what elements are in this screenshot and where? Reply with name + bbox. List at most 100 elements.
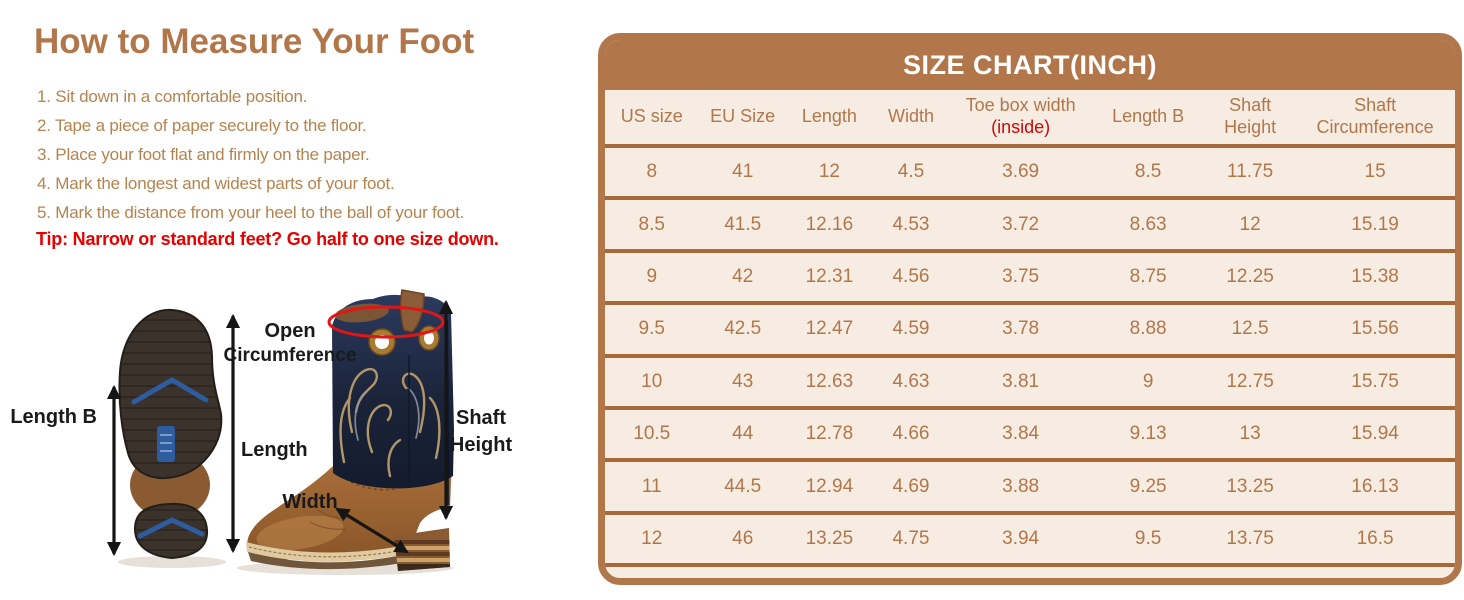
col-header-length-b: Length B	[1112, 106, 1185, 127]
size-cell: 3.69	[1002, 161, 1040, 183]
size-cell: 12	[818, 161, 840, 183]
boot-measurement-diagram: Length B Length Open Circumference Shaft…	[10, 289, 513, 575]
measure-step: 4. Mark the longest and widest parts of …	[37, 174, 395, 193]
size-cell: 8	[646, 161, 658, 183]
size-cell: 13.75	[1226, 527, 1274, 549]
size-cell: 12.63	[805, 370, 854, 392]
boot-eyelet-left	[368, 328, 396, 356]
shaft-circ-label-line2: Circumference	[1316, 117, 1434, 137]
size-cell: 11	[641, 475, 662, 497]
size-cell: 15.38	[1351, 265, 1399, 287]
size-cell: 4.5	[897, 161, 925, 183]
measure-instructions-panel: How to Measure Your Foot 1. Sit down in …	[0, 0, 598, 600]
size-cell: 9.13	[1129, 423, 1167, 445]
size-cell: 12.25	[1226, 265, 1274, 287]
measure-step: 5. Mark the distance from your heel to t…	[37, 203, 465, 222]
size-cell: 8.75	[1129, 265, 1167, 287]
size-cell: 3.78	[1002, 318, 1040, 340]
size-cell: 47	[699, 565, 787, 578]
size-row: 9 42 12.31 4.56 3.75 8.75 12.25 15.38	[605, 250, 1455, 303]
size-row: 8 41 12 4.5 3.69 8.5 11.75 15	[605, 146, 1455, 198]
welt-stitching	[248, 546, 419, 558]
size-cell: 4.69	[892, 475, 930, 497]
header-row: US size EU Size Length Width Toe box wid…	[605, 90, 1455, 146]
size-cell: 15.94	[1351, 423, 1399, 445]
col-header-eu-size: EU Size	[710, 106, 776, 127]
size-cell: 4.56	[892, 265, 930, 287]
size-cell: 12.16	[805, 213, 854, 235]
size-cell: 12.31	[805, 265, 854, 287]
size-chart-title: SIZE CHART(INCH)	[605, 40, 1455, 90]
vamp-stitching	[335, 471, 397, 491]
boot-sole-illustration	[118, 308, 226, 568]
size-cell: 4.53	[892, 213, 930, 235]
size-cell: 13.25	[1226, 475, 1274, 497]
sizing-tip-text: Tip: Narrow or standard feet? Go half to…	[36, 229, 499, 249]
size-cell: 4.63	[892, 370, 930, 392]
heel-blue-chevron	[137, 517, 205, 539]
shaft-height-label-line2: Height	[1224, 117, 1277, 137]
heel-leather-stack	[394, 540, 450, 571]
size-cell: 4.66	[892, 423, 930, 445]
size-cell: 13	[605, 565, 699, 578]
size-cell: 44	[732, 423, 754, 445]
size-cell: 4	[950, 565, 1091, 578]
size-cell: 10	[641, 370, 663, 392]
page-title: How to Measure Your Foot	[34, 22, 475, 61]
size-cell: 42	[732, 265, 754, 287]
toe-highlight	[256, 515, 344, 551]
boot-welt	[246, 542, 421, 562]
label-shaft-height-line1: Shaft	[456, 407, 506, 429]
size-cell: 8.5	[1134, 161, 1162, 183]
col-header-toe-box: Toe box width (inside)	[950, 90, 1091, 146]
col-header-length: Length	[801, 106, 857, 127]
sole-blue-logo-patch	[157, 426, 175, 462]
size-cell: 3.84	[1002, 423, 1040, 445]
size-cell: 12.78	[805, 423, 854, 445]
col-header-us-size: US size	[620, 106, 683, 127]
label-shaft-height-line2: Height	[450, 434, 513, 456]
size-cell: 15	[1364, 161, 1386, 183]
size-cell: 12.5	[1231, 318, 1269, 340]
size-cell: 14.25	[1205, 565, 1295, 578]
size-cell: 9	[646, 265, 658, 287]
size-cell: 3.72	[1002, 213, 1040, 235]
sole-heel	[133, 502, 209, 560]
size-cell: 10.5	[633, 423, 671, 445]
size-cell: 16.13	[1351, 475, 1399, 497]
label-width: Width	[282, 491, 337, 513]
col-header-shaft-height: Shaft Height	[1205, 90, 1295, 146]
size-cell: 15.75	[1351, 370, 1399, 392]
measure-step: 1. Sit down in a comfortable position.	[37, 87, 308, 106]
size-cell: 12.47	[805, 318, 854, 340]
col-header-shaft-circumference: Shaft Circumference	[1295, 90, 1455, 146]
measure-steps-list: 1. Sit down in a comfortable position. 2…	[37, 82, 577, 227]
size-cell: 4.59	[892, 318, 930, 340]
shaft-circ-label-line1: Shaft	[1354, 95, 1397, 116]
shaft-embroidery-accent	[354, 387, 420, 441]
shaft-height-label-line1: Shaft	[1229, 95, 1272, 116]
size-row: 9.5 42.5 12.47 4.59 3.78 8.88 12.5 15.56	[605, 303, 1455, 355]
size-cell: 9	[1142, 370, 1154, 392]
size-cell: 15.56	[1351, 318, 1399, 340]
size-cell: 3.81	[1002, 370, 1040, 392]
label-open-circumference-line1: Open	[264, 320, 315, 342]
size-chart-panel: SIZE CHART(INCH) US size EU Size Length …	[598, 33, 1462, 585]
size-cell: 9.5	[1134, 527, 1162, 549]
size-cell: 13	[1239, 423, 1261, 445]
size-cell: 42.5	[724, 318, 762, 340]
size-cell: 13.25	[805, 527, 854, 549]
boot-pull-tab	[399, 289, 425, 333]
size-cell: 41.5	[724, 213, 762, 235]
width-arrow	[335, 507, 409, 554]
size-cell: 8.88	[1129, 318, 1167, 340]
measure-step: 2. Tape a piece of paper securely to the…	[37, 116, 367, 135]
label-open-circumference-line2: Circumference	[223, 345, 356, 366]
size-cell: 9.5	[638, 318, 665, 340]
size-cell: 44.5	[724, 475, 762, 497]
size-cell: 9.25	[1129, 475, 1167, 497]
label-length: Length	[241, 439, 308, 461]
size-cell: 12.75	[1226, 370, 1274, 392]
col-header-width: Width	[887, 106, 934, 127]
